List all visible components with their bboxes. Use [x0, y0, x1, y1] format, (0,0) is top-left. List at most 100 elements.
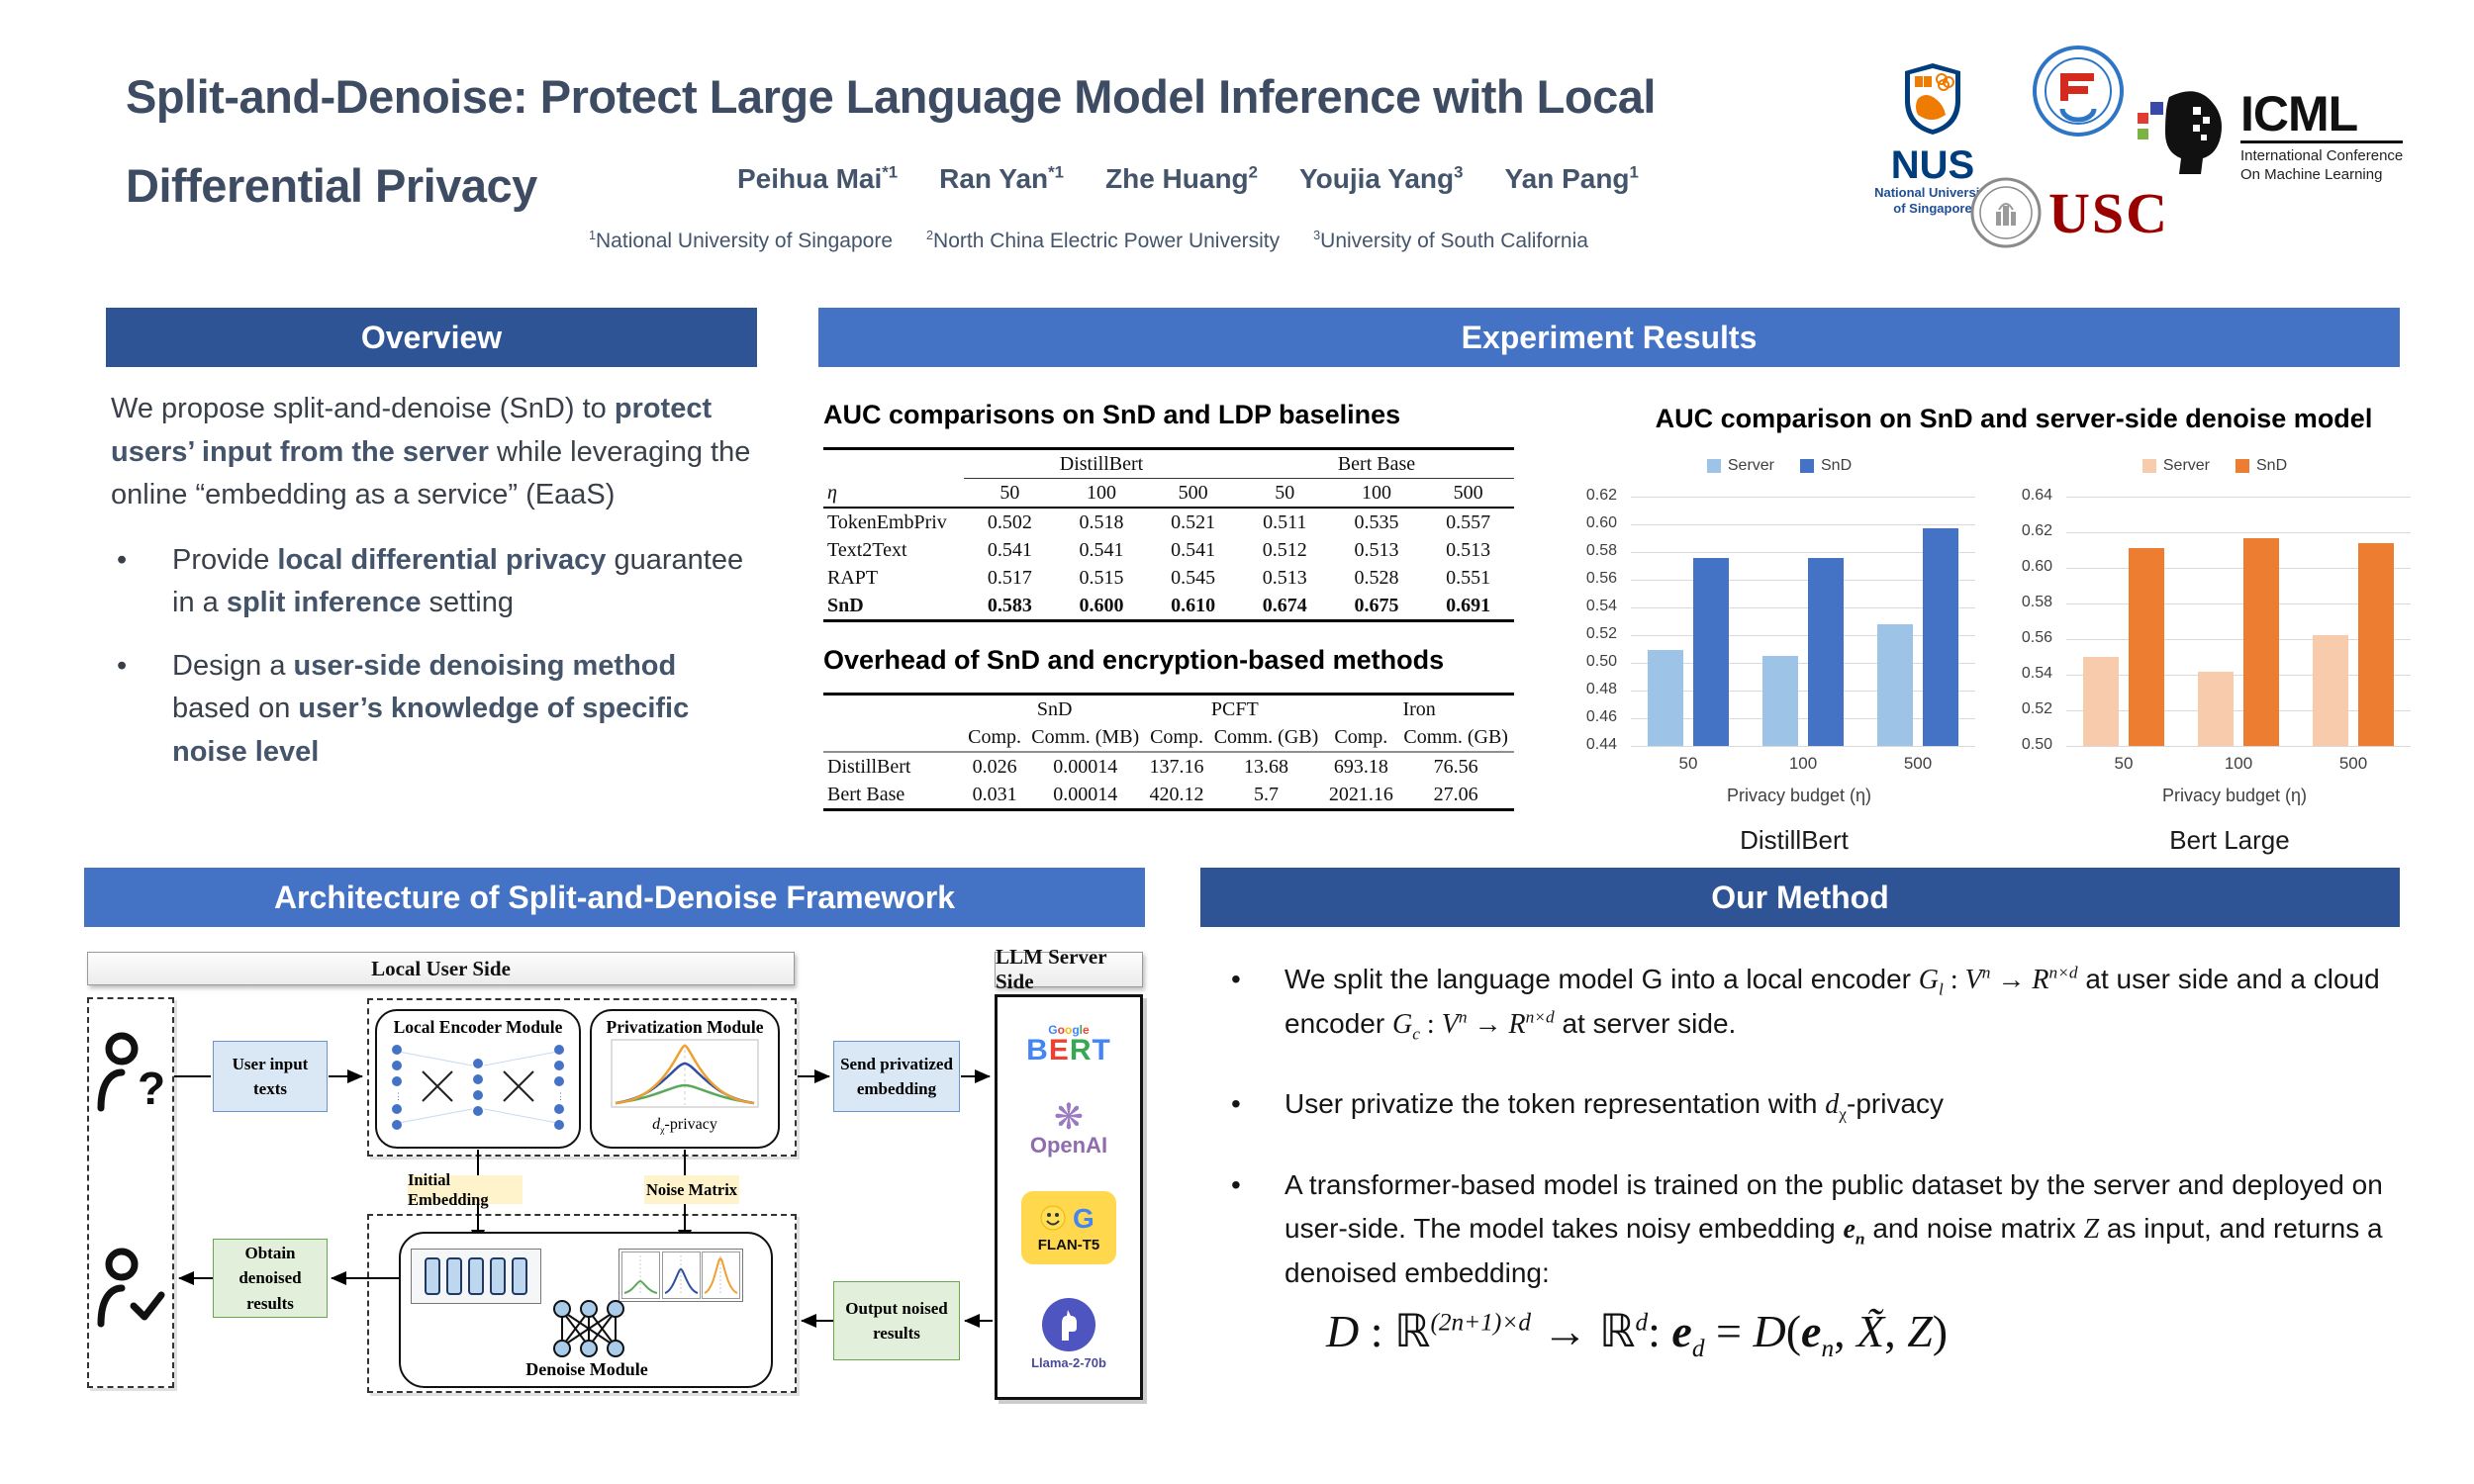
token-chip [490, 1257, 506, 1295]
gridline [2066, 497, 2411, 498]
gridline [1631, 580, 1975, 581]
chart-caption: Bert Large [2169, 825, 2290, 855]
affiliation: 1National University of Singapore [589, 229, 894, 252]
legend-swatch [1706, 459, 1721, 473]
user-question-icon: ? [96, 1029, 165, 1119]
y-tick-label: 0.54 [2021, 665, 2052, 682]
overview-header: Overview [106, 308, 757, 367]
gridline [1631, 718, 1975, 719]
method-bullet-3-text: A transformer-based model is trained on … [1285, 1168, 2383, 1289]
table-col-header: 100 [1055, 478, 1148, 509]
noise-distributions-icon [618, 1249, 743, 1302]
y-tick-label: 0.48 [1585, 681, 1617, 697]
svg-text:⋮: ⋮ [394, 1091, 403, 1101]
y-tick-label: 0.50 [2021, 736, 2052, 753]
bar-snd-500 [2358, 542, 2394, 746]
method-body: • We split the language model G into a lo… [1227, 958, 2405, 1331]
author: Youjia Yang3 [1299, 162, 1464, 194]
x-tick-label: 50 [1678, 754, 1698, 773]
flan-t5-logo: G FLAN-T5 [1021, 1190, 1116, 1264]
legend-swatch [2236, 459, 2249, 473]
y-tick-label: 0.64 [2021, 487, 2052, 504]
gridline [1631, 663, 1975, 664]
architecture-header: Architecture of Split-and-Denoise Framew… [84, 868, 1145, 927]
author: Ran Yan*1 [939, 162, 1064, 194]
send-privatized-embedding-box: Send privatized embedding [833, 1041, 960, 1112]
y-tick-label: 0.54 [1585, 598, 1617, 614]
table-col-header: Comp. [964, 723, 1026, 753]
table-row: RAPT 0.517 0.515 0.545 0.513 0.528 0.551 [827, 567, 1491, 589]
y-tick-label: 0.58 [1585, 542, 1617, 559]
gridline [2066, 675, 2411, 676]
usc-wordmark: USC [2048, 180, 2170, 245]
openai-flower-icon: ❋ [1053, 1096, 1085, 1138]
overhead-table: SnD PCFT Iron Comp. Comm. (MB) Comp. Comm. (GB… [823, 693, 1514, 811]
bar-chart-distillbert: Server SnD 0.44 0.46 0.48 0.50 0.52 0.54 0.56 0.5… [1570, 457, 1989, 855]
table-row: SnD 0.583 0.600 0.610 0.674 0.675 0.691 [827, 595, 1491, 616]
bullet-dot: • [117, 649, 128, 682]
method-bullet-2: • User privatize the token representation… [1227, 1082, 2405, 1127]
x-axis-label: Privacy budget (η) [2161, 786, 2308, 805]
gridline [1631, 607, 1975, 608]
y-tick-label: 0.46 [1585, 708, 1617, 725]
x-tick-label: 500 [1903, 754, 1933, 773]
auc-ldp-table: DistillBert Bert Base η 50 100 500 50 100 500 Tok… [823, 447, 1514, 622]
nus-acronym: NUS [1890, 143, 1975, 187]
token-chip [468, 1257, 484, 1295]
overview-body: We propose split-and-denoise (SnD) to pr… [111, 388, 760, 774]
privatization-module: Privatization Module dχ-privacy [590, 1009, 780, 1149]
legend-item-server: Server [1706, 457, 1774, 475]
bar-server-100 [1762, 656, 1798, 746]
overview-bullet-1: • Provide local differential privacy guar… [111, 539, 760, 625]
openai-logo: ❋ OpenAI [1030, 1099, 1107, 1157]
bar-snd-50 [2129, 548, 2164, 746]
table-group-header: Bert Base [1238, 448, 1514, 479]
y-tick-label: 0.58 [2021, 594, 2052, 610]
nus-shield-icon [1905, 63, 1960, 135]
method-bullet-1: • We split the language model G into a lo… [1227, 958, 2405, 1047]
bullet-dot: • [1231, 1168, 1241, 1200]
table-row: Bert Base 0.031 0.00014 420.12 5.7 2021.16 27.… [827, 784, 1478, 805]
chart-legend: Server SnD [2005, 457, 2425, 475]
legend-swatch [1800, 459, 1814, 473]
usc-logo: USC [1969, 176, 2169, 249]
y-tick-label: 0.50 [1585, 653, 1617, 670]
bert-wordmark: BERT [1026, 1034, 1111, 1067]
table-row: DistillBert 0.026 0.00014 137.16 13.68 693.18… [827, 756, 1478, 778]
usc-seal-icon [1970, 177, 2042, 248]
legend-swatch [2141, 459, 2156, 473]
legend-item-snd: SnD [2236, 457, 2287, 475]
y-tick-label: 0.60 [1585, 514, 1617, 531]
chart-caption: DistillBert [1740, 825, 1849, 855]
table-group-header: PCFT [1210, 698, 1259, 720]
token-chip [512, 1257, 527, 1295]
local-encoder-module-label: Local Encoder Module [393, 1017, 563, 1037]
overview-bullet-2-text: Design a user-side denoising method base… [172, 649, 690, 768]
gridline [2066, 746, 2411, 747]
table-group-header: DistillBert [964, 448, 1239, 479]
bar-snd-100 [1808, 558, 1844, 746]
bullet-dot: • [1231, 1088, 1241, 1120]
huggingface-google-icon: G [1040, 1203, 1094, 1234]
bar-server-500 [1877, 623, 1913, 746]
table-col-header: 50 [1238, 478, 1331, 509]
table-group-header: SnD [1036, 698, 1073, 720]
denoise-module-label: Denoise Module [525, 1359, 648, 1379]
user-input-texts-box: User input texts [213, 1041, 328, 1112]
gridline [1631, 552, 1975, 553]
affiliation: 2North China Electric Power University [926, 229, 1281, 252]
gridline [1631, 635, 1975, 636]
gridline [1631, 746, 1975, 747]
denoise-network-icon [545, 1298, 632, 1364]
bar-snd-100 [2243, 538, 2279, 746]
table-col-header: Comm. (MB) [1025, 723, 1146, 753]
nus-name-line2: of Singapore [1893, 200, 1972, 216]
table1-title: AUC comparisons on SnD and LDP baselines [823, 400, 1401, 429]
output-noised-results-box: Output noised results [833, 1281, 960, 1360]
llm-server-side-label: LLM Server Side [995, 945, 1143, 993]
encoder-dashed-box [367, 998, 797, 1157]
charts-title: AUC comparison on SnD and server-side de… [1655, 404, 2373, 433]
table-col-header: 100 [1330, 478, 1423, 509]
privacy-distribution-icon [611, 1039, 759, 1108]
gridline [2066, 603, 2411, 604]
